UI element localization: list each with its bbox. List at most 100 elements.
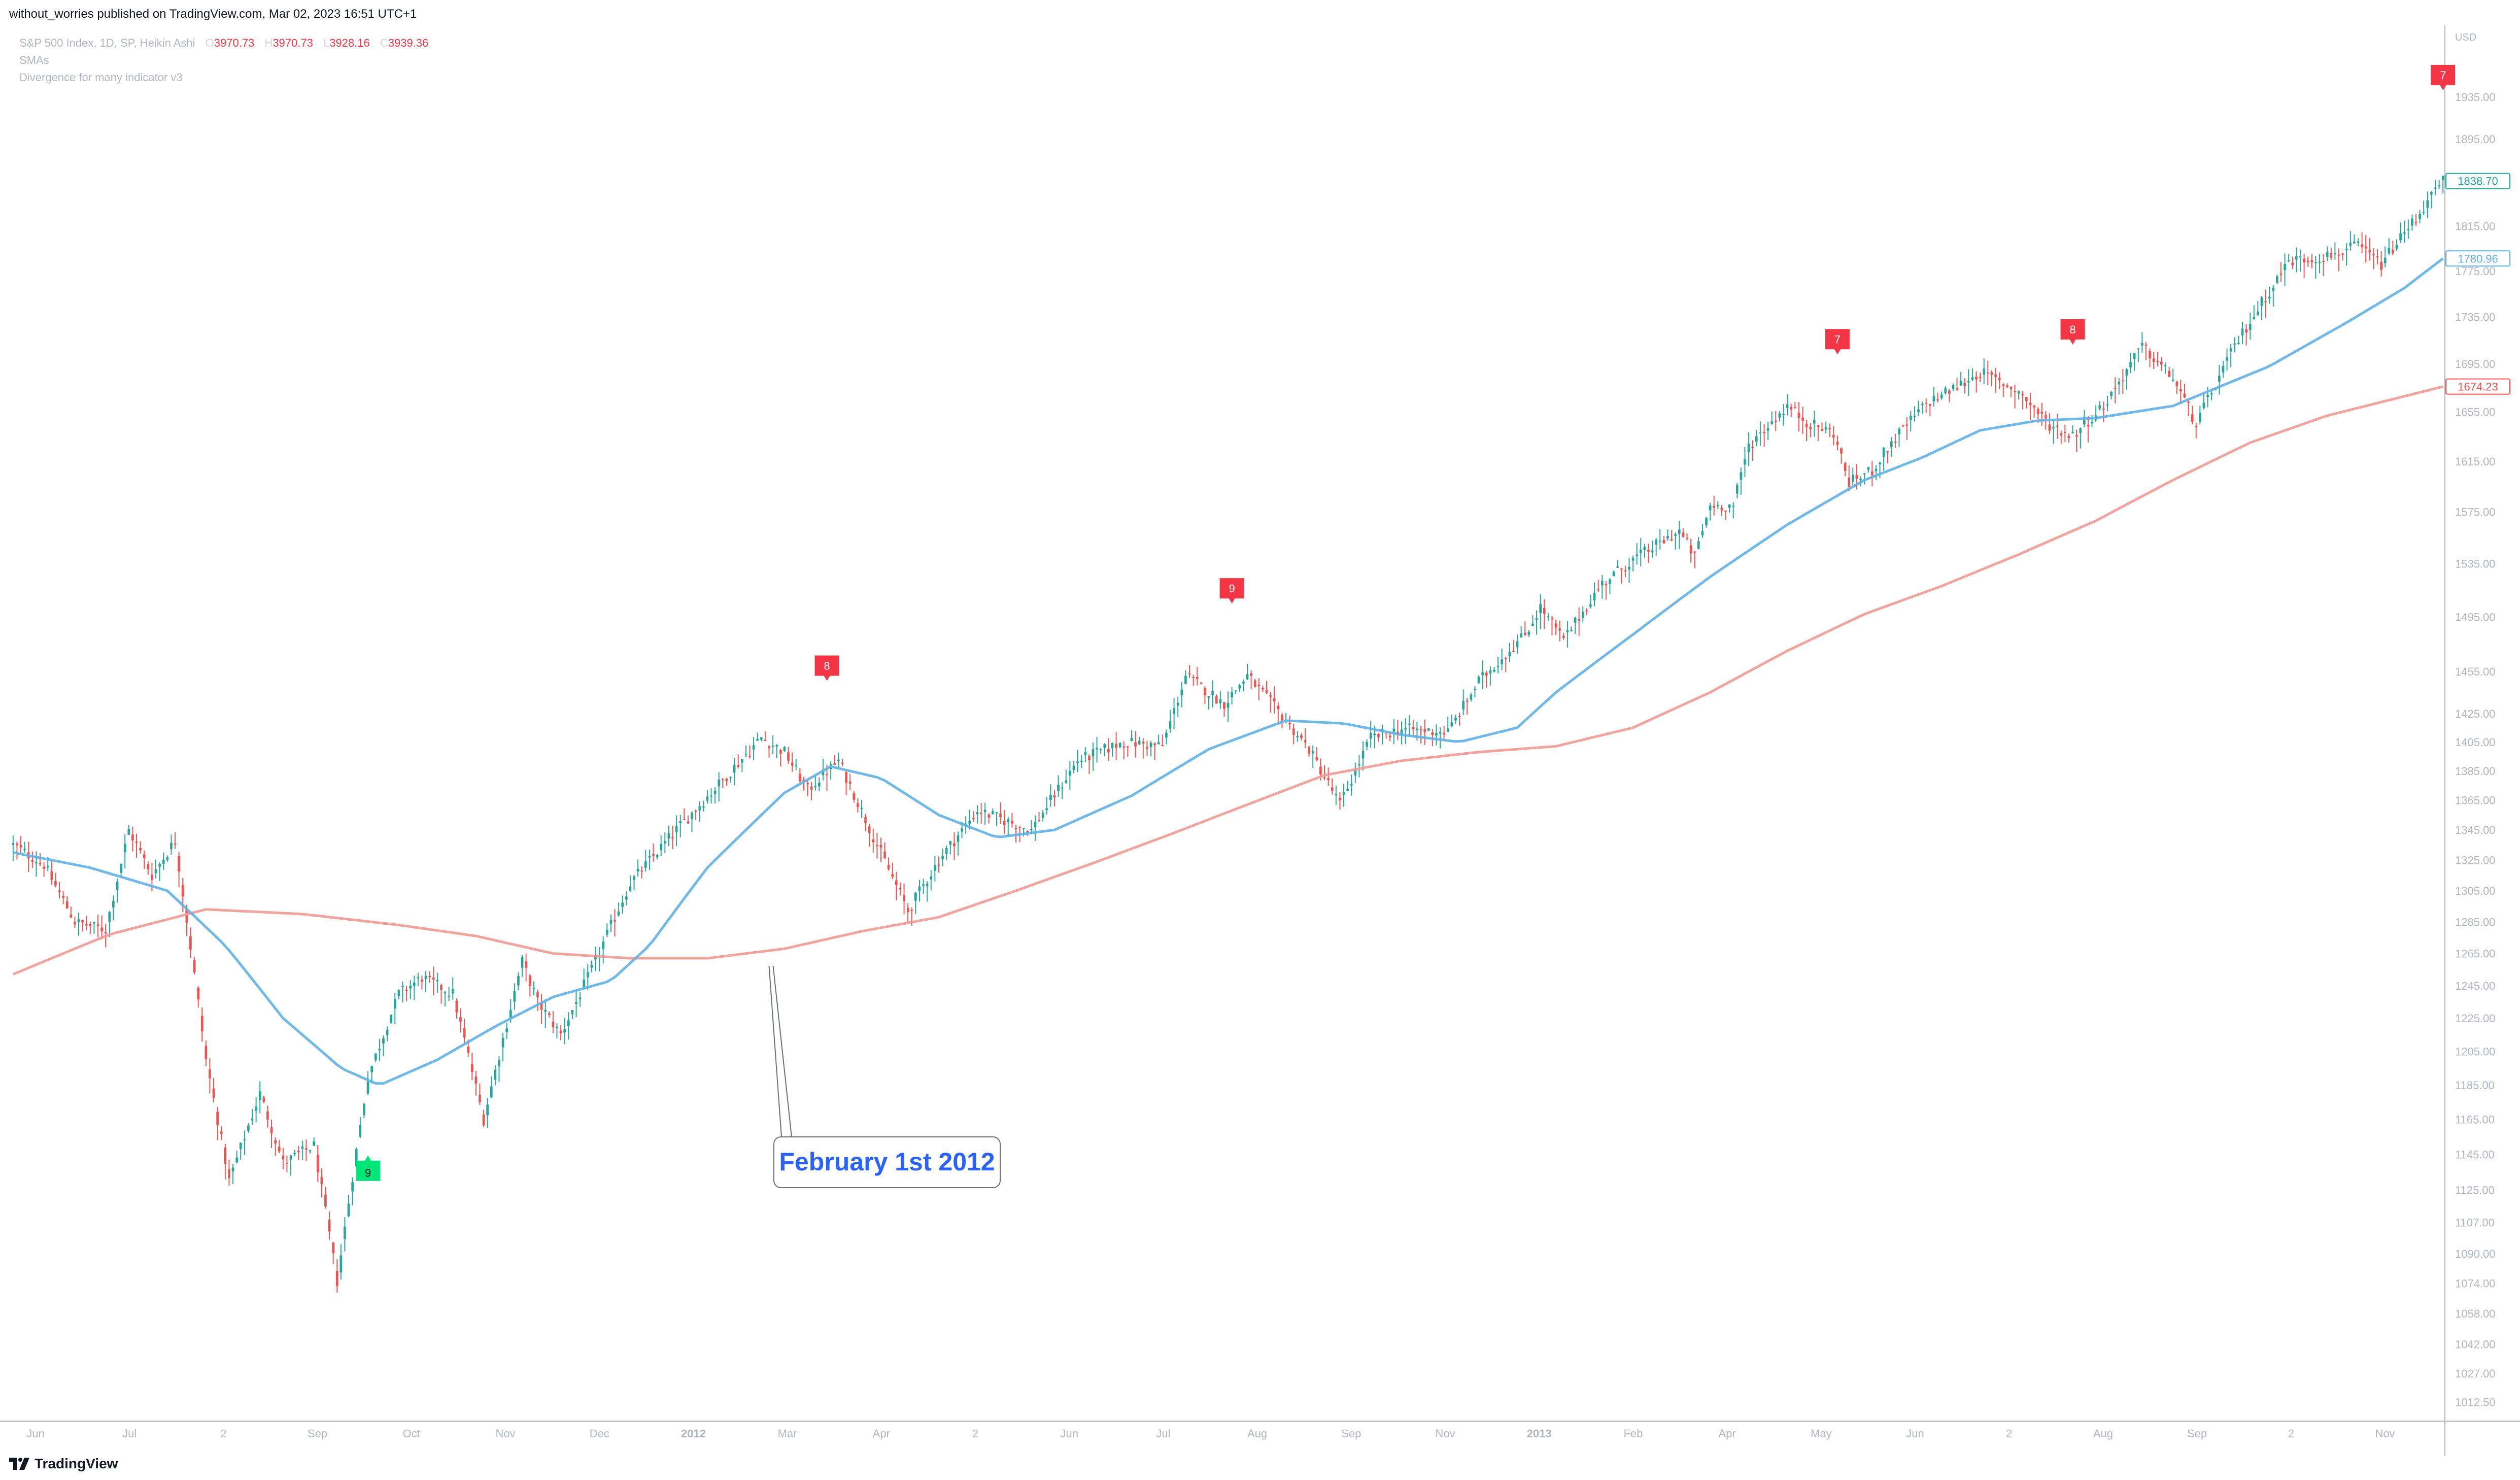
candle	[1547, 613, 1550, 621]
candle	[1281, 713, 1283, 728]
candle	[162, 852, 165, 870]
candle	[1836, 435, 1839, 451]
candle	[1740, 467, 1743, 495]
candle	[1080, 755, 1083, 768]
candle	[2303, 254, 2305, 278]
candle-body	[417, 977, 420, 979]
candle-body	[12, 843, 15, 845]
candle-body	[1358, 764, 1360, 766]
candle	[1755, 430, 1758, 447]
candle	[1689, 539, 1692, 563]
candle-body	[231, 1167, 234, 1171]
candle-body	[1180, 689, 1183, 695]
candle-body	[1219, 699, 1222, 703]
candle-body	[2349, 243, 2352, 246]
candle	[1207, 696, 1210, 710]
candle-body	[2353, 242, 2356, 244]
candle-body	[212, 1088, 215, 1098]
candle-body	[1882, 448, 1885, 457]
candle-body	[2206, 395, 2209, 397]
candle	[640, 866, 643, 879]
candle-body	[494, 1069, 497, 1080]
candle	[586, 964, 589, 990]
candle-body	[2233, 343, 2236, 345]
candle-body	[1936, 399, 1939, 400]
high-label: H	[264, 37, 273, 49]
candle	[2276, 275, 2278, 285]
candle	[1146, 741, 1148, 756]
candle-body	[1740, 472, 1743, 480]
candle-body	[351, 1182, 354, 1192]
candle	[1292, 723, 1295, 745]
candle	[1744, 447, 1746, 477]
candle	[2005, 383, 2008, 389]
candle	[2191, 406, 2194, 424]
candle-body	[147, 864, 150, 870]
candle-body	[313, 1141, 316, 1146]
candle-body	[1161, 745, 1164, 747]
price-axis-labels: USD1935.001895.001855.001815.001775.0017…	[2455, 32, 2496, 1409]
candle	[1925, 398, 1928, 413]
candle-body	[737, 765, 740, 767]
candle	[933, 856, 936, 882]
candle	[16, 841, 18, 860]
candle-body	[1130, 737, 1133, 742]
candle	[2284, 253, 2286, 286]
candle	[1570, 626, 1573, 631]
candle-body	[1658, 540, 1661, 542]
candle-body	[691, 813, 693, 819]
candle	[359, 1117, 362, 1138]
candle-body	[926, 884, 929, 886]
candle	[1443, 726, 1445, 740]
candle	[448, 986, 451, 1001]
candle-body	[1331, 787, 1334, 791]
candle-body	[89, 924, 92, 926]
candle-body	[1072, 765, 1075, 770]
candle	[1408, 715, 1411, 736]
candle	[536, 989, 539, 1012]
candle-body	[482, 1114, 485, 1126]
candle	[1655, 537, 1658, 556]
candle	[74, 917, 76, 928]
candle-body	[382, 1038, 385, 1044]
candle	[494, 1065, 497, 1086]
candle-body	[787, 752, 790, 761]
candle	[1103, 743, 1106, 757]
candle	[864, 814, 867, 832]
candle-body	[999, 813, 1002, 818]
candle	[39, 853, 42, 866]
time-tick-label: Jul	[1156, 1427, 1170, 1440]
candle-body	[552, 1022, 555, 1028]
candle	[1450, 714, 1453, 727]
candle	[1589, 594, 1592, 609]
candle-body	[1416, 728, 1418, 730]
candle	[930, 870, 933, 891]
candle-body	[995, 812, 998, 814]
candle-body	[1697, 541, 1700, 549]
candle-body	[578, 997, 582, 999]
candle-body	[652, 854, 655, 856]
candle	[532, 981, 535, 995]
candle	[2295, 247, 2298, 273]
candle-body	[2060, 433, 2063, 436]
candle	[1713, 495, 1716, 516]
time-tick-label: Nov	[495, 1427, 515, 1440]
candle	[2002, 383, 2005, 397]
candle-body	[1184, 676, 1187, 684]
candle	[694, 809, 697, 821]
candle-body	[590, 965, 593, 968]
candle-body	[2241, 328, 2244, 335]
candle	[671, 825, 674, 850]
candle-body	[2005, 385, 2008, 387]
candle-body	[74, 922, 76, 925]
candle-body	[2140, 343, 2143, 346]
candle	[1782, 404, 1785, 426]
candle-body	[1979, 377, 1982, 378]
candle-body	[309, 1150, 312, 1152]
candle-body	[1744, 459, 1746, 465]
candle	[1944, 386, 1947, 395]
candle-body	[2021, 394, 2024, 395]
candle-body	[2160, 361, 2163, 365]
candle-body	[2029, 402, 2032, 406]
